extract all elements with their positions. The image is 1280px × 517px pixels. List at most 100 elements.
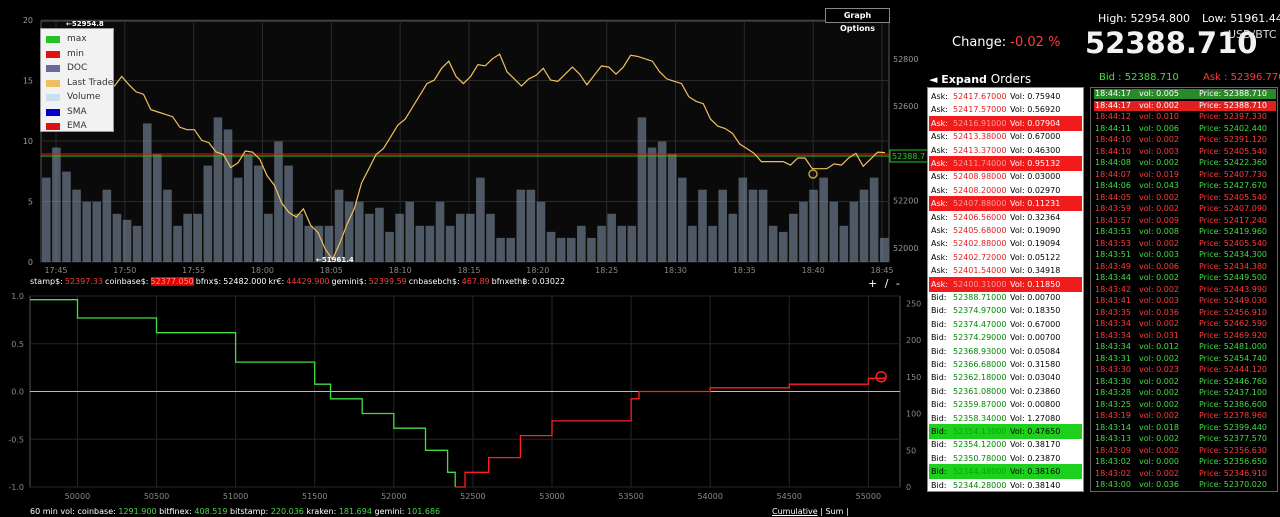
order-price: 52368.93000 (953, 346, 1007, 356)
x-tick-label: 18:35 (733, 266, 756, 275)
trade-time: 18:44:07 (1095, 169, 1131, 179)
volume-bar (254, 165, 263, 262)
ticker-value: 467.89 (461, 277, 490, 286)
link-separator-end: | (845, 507, 849, 516)
legend-label: Volume (67, 92, 101, 102)
order-volume: Vol: 0.23870 (1010, 453, 1061, 463)
cumulative-link[interactable]: Cumulative (772, 507, 818, 516)
order-volume: Vol: 1.27080 (1010, 413, 1061, 423)
best-ask: Ask : 52396.770 (1203, 72, 1280, 83)
volume-label: 60 min vol: (30, 507, 75, 516)
graph-options-button[interactable]: Graph Options (825, 8, 890, 33)
trade-volume: vol: 0.036 (1139, 480, 1179, 489)
order-volume: Vol: 0.05084 (1010, 346, 1061, 356)
trade-time: 18:43:28 (1095, 388, 1131, 397)
order-volume: Vol: 0.38170 (1010, 440, 1061, 450)
expand-button[interactable]: ◄ Expand (929, 73, 987, 86)
order-side: Ask: (931, 199, 948, 209)
volume-bar (435, 201, 445, 262)
volume-bar (566, 237, 576, 262)
trade-time: 18:43:59 (1095, 204, 1131, 213)
order-price: 52405.68000 (953, 226, 1007, 235)
orders-title: Orders (990, 72, 1032, 86)
order-side: Bid: (931, 333, 947, 343)
order-price: 52366.68000 (953, 360, 1007, 369)
trade-time: 18:43:30 (1095, 365, 1131, 374)
trade-volume: vol: 0.002 (1139, 445, 1179, 455)
volume-bar (718, 189, 727, 262)
depth-y-right-tick-label: 250 (906, 299, 921, 308)
volume-bar (758, 189, 768, 262)
trade-time: 18:43:34 (1095, 330, 1131, 340)
volume-value: 408.519 (194, 507, 228, 516)
volume-bar (859, 189, 869, 262)
depth-end-marker (875, 371, 887, 383)
order-volume: Vol: 0.23860 (1010, 386, 1061, 396)
volume-exchange: bitfinex: (159, 507, 192, 516)
order-volume: Vol: 0.31580 (1010, 360, 1061, 369)
order-price: 52417.57000 (953, 105, 1007, 115)
trade-volume: vol: 0.019 (1139, 169, 1179, 179)
link-separator: | (820, 507, 823, 516)
trade-price: Price: 52417.240 (1199, 215, 1268, 225)
volume-bar (42, 177, 51, 262)
current-price-tag (889, 149, 928, 163)
volume-bar (284, 165, 293, 262)
depth-chart[interactable]: 50000 50500 51000 51500 52000 52500 53000 53500… (0, 290, 928, 508)
trade-row: 18:43:30 vol: 0.023 Price: 52444.120 (1094, 365, 1276, 375)
volume-bar (516, 189, 526, 262)
volume-bar (142, 123, 152, 262)
ticker-value: 0.03022 (532, 277, 566, 286)
trade-volume: vol: 0.002 (1139, 388, 1179, 397)
trade-row: 18:43:00 vol: 0.036 Price: 52370.020 (1094, 480, 1276, 490)
order-side: Ask: (931, 172, 948, 182)
volume-bar (587, 237, 596, 262)
volume-bar (476, 177, 485, 262)
depth-y-right-tick-label: 150 (906, 373, 921, 382)
order-side: Ask: (931, 226, 948, 235)
trade-row: 18:43:34 vol: 0.012 Price: 52481.000 (1094, 342, 1276, 352)
trade-price: Price: 52427.670 (1199, 181, 1268, 190)
trade-row: 18:43:28 vol: 0.002 Price: 52437.100 (1094, 388, 1276, 398)
price-chart[interactable]: 17:45 17:50 17:55 18:00 18:05 18:10 18:15 18:20… (0, 0, 928, 276)
order-side: Bid: (931, 386, 947, 396)
order-side: Ask: (931, 239, 948, 249)
y-left-tick-label: 10 (23, 137, 33, 146)
ticker-label: coinbase$: (105, 277, 149, 286)
order-price: 52411.74000 (953, 159, 1007, 168)
trade-volume: vol: 0.002 (1139, 238, 1179, 248)
order-volume: Vol: 0.46300 (1010, 145, 1061, 155)
order-side: Ask: (931, 212, 948, 222)
x-tick-label: 17:55 (182, 266, 205, 275)
trade-price: Price: 52434.380 (1199, 261, 1268, 271)
volume-exchange: coinbase: (77, 507, 116, 516)
trade-row: 18:43:34 vol: 0.002 Price: 52462.590 (1094, 319, 1276, 329)
trade-volume: vol: 0.031 (1139, 330, 1179, 340)
order-price: 52401.54000 (953, 266, 1007, 276)
legend-label: Last Trade (67, 77, 114, 88)
order-side: Bid: (931, 373, 947, 383)
x-tick-label: 18:10 (389, 266, 412, 275)
trade-price: Price: 52446.760 (1199, 376, 1268, 386)
trade-volume: vol: 0.002 (1139, 158, 1179, 167)
depth-x-tick-label: 54500 (777, 492, 802, 501)
sum-link[interactable]: Sum (825, 507, 844, 516)
order-side: Ask: (931, 159, 948, 168)
trade-price: Price: 52356.630 (1199, 445, 1268, 455)
trade-time: 18:44:05 (1095, 192, 1131, 202)
zoom-control[interactable]: + / - (868, 277, 902, 290)
trade-volume: vol: 0.000 (1139, 457, 1179, 466)
trade-volume: vol: 0.002 (1139, 411, 1179, 420)
order-side: Bid: (931, 427, 947, 436)
bid-order-row: Bid: 52358.34000 Vol: 1.27080 (929, 411, 1082, 426)
order-price: 52408.98000 (953, 172, 1007, 182)
trade-price: Price: 52397.330 (1199, 112, 1268, 121)
trade-time: 18:43:02 (1095, 468, 1131, 478)
trade-row: 18:43:30 vol: 0.002 Price: 52446.760 (1094, 377, 1276, 387)
ask-order-row: Ask: 52402.72000 Vol: 0.05122 (929, 250, 1082, 265)
volume-bar (354, 201, 364, 262)
order-side: Bid: (931, 467, 947, 477)
depth-x-tick-label: 51500 (302, 492, 327, 501)
bid-order-row: Bid: 52354.12000 Vol: 0.38170 (929, 437, 1082, 452)
volume-bar (496, 237, 505, 262)
